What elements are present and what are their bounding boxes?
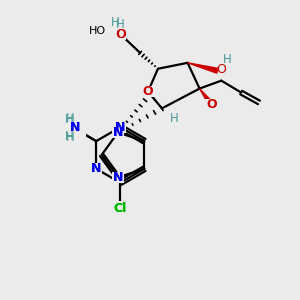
Text: HO: HO: [89, 26, 106, 36]
Text: N: N: [91, 162, 101, 175]
Bar: [64, 118, 86, 140]
Bar: [112, 172, 124, 183]
Text: H: H: [223, 53, 232, 66]
Text: N: N: [69, 121, 80, 134]
Text: H: H: [66, 112, 75, 125]
Text: N: N: [91, 162, 101, 175]
Bar: [90, 164, 102, 174]
Text: N: N: [115, 121, 125, 134]
Bar: [111, 202, 129, 214]
Polygon shape: [188, 63, 218, 73]
Text: O: O: [206, 98, 217, 111]
Bar: [110, 201, 130, 214]
Bar: [90, 164, 102, 174]
Text: N: N: [113, 126, 123, 139]
Text: O: O: [116, 28, 126, 40]
Text: O: O: [216, 63, 226, 76]
Text: H: H: [111, 16, 120, 29]
Polygon shape: [200, 88, 213, 106]
Bar: [206, 99, 218, 110]
Text: O: O: [115, 28, 125, 40]
Bar: [114, 122, 126, 133]
Text: N: N: [113, 171, 123, 184]
Bar: [114, 28, 126, 40]
Bar: [112, 172, 124, 183]
Bar: [142, 86, 154, 97]
Text: H: H: [65, 113, 74, 126]
Text: N: N: [113, 171, 123, 184]
Bar: [112, 127, 124, 138]
Text: N: N: [113, 126, 123, 139]
Text: H: H: [66, 131, 75, 144]
Text: H: H: [116, 18, 125, 31]
Text: H: H: [169, 112, 178, 125]
Text: Cl: Cl: [114, 202, 127, 215]
Text: O: O: [143, 85, 153, 98]
Text: N: N: [69, 121, 80, 134]
Bar: [114, 122, 126, 133]
Text: Cl: Cl: [114, 202, 127, 215]
Text: H: H: [65, 130, 74, 143]
Bar: [64, 120, 86, 137]
Bar: [112, 127, 124, 138]
Text: N: N: [115, 121, 125, 134]
